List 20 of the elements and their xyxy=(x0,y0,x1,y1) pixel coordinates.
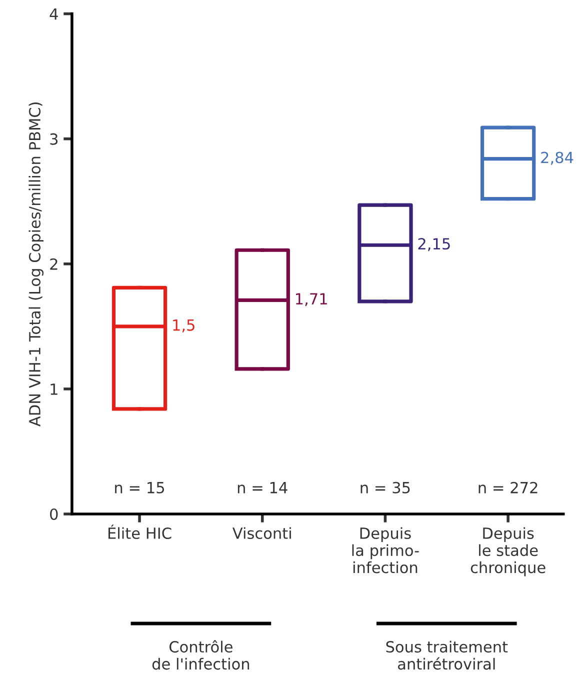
text: Sous traitement antirétroviral xyxy=(386,640,508,670)
y-tick-label: 1 xyxy=(50,384,58,395)
x-tick-label: Depuis le stade chronique xyxy=(470,527,546,576)
y-tick-label: 2 xyxy=(50,258,58,270)
annotation: n = 14 xyxy=(238,482,288,494)
text: 1,71 xyxy=(296,293,327,306)
x-tick-label: Visconti xyxy=(232,527,291,540)
annotation: n = 272 xyxy=(478,482,538,494)
annotation: n = 35 xyxy=(360,482,410,494)
text: Contrôle de l'infection xyxy=(152,640,250,670)
text: 2,15 xyxy=(418,238,450,252)
y-tick-label: 4 xyxy=(50,8,58,20)
text: 2,84 xyxy=(541,152,574,165)
x-tick-label: Élite HIC xyxy=(108,524,172,540)
y-tick-label: 3 xyxy=(50,133,58,145)
annotation: n = 15 xyxy=(115,482,164,494)
y-tick-label: 0 xyxy=(50,508,58,520)
text: 1,5 xyxy=(173,319,194,332)
x-tick-label: Depuis la primo- infection xyxy=(352,527,419,574)
y-axis-title: ADN VIH-1 Total (Log Copies/million PBMC) xyxy=(28,102,44,426)
